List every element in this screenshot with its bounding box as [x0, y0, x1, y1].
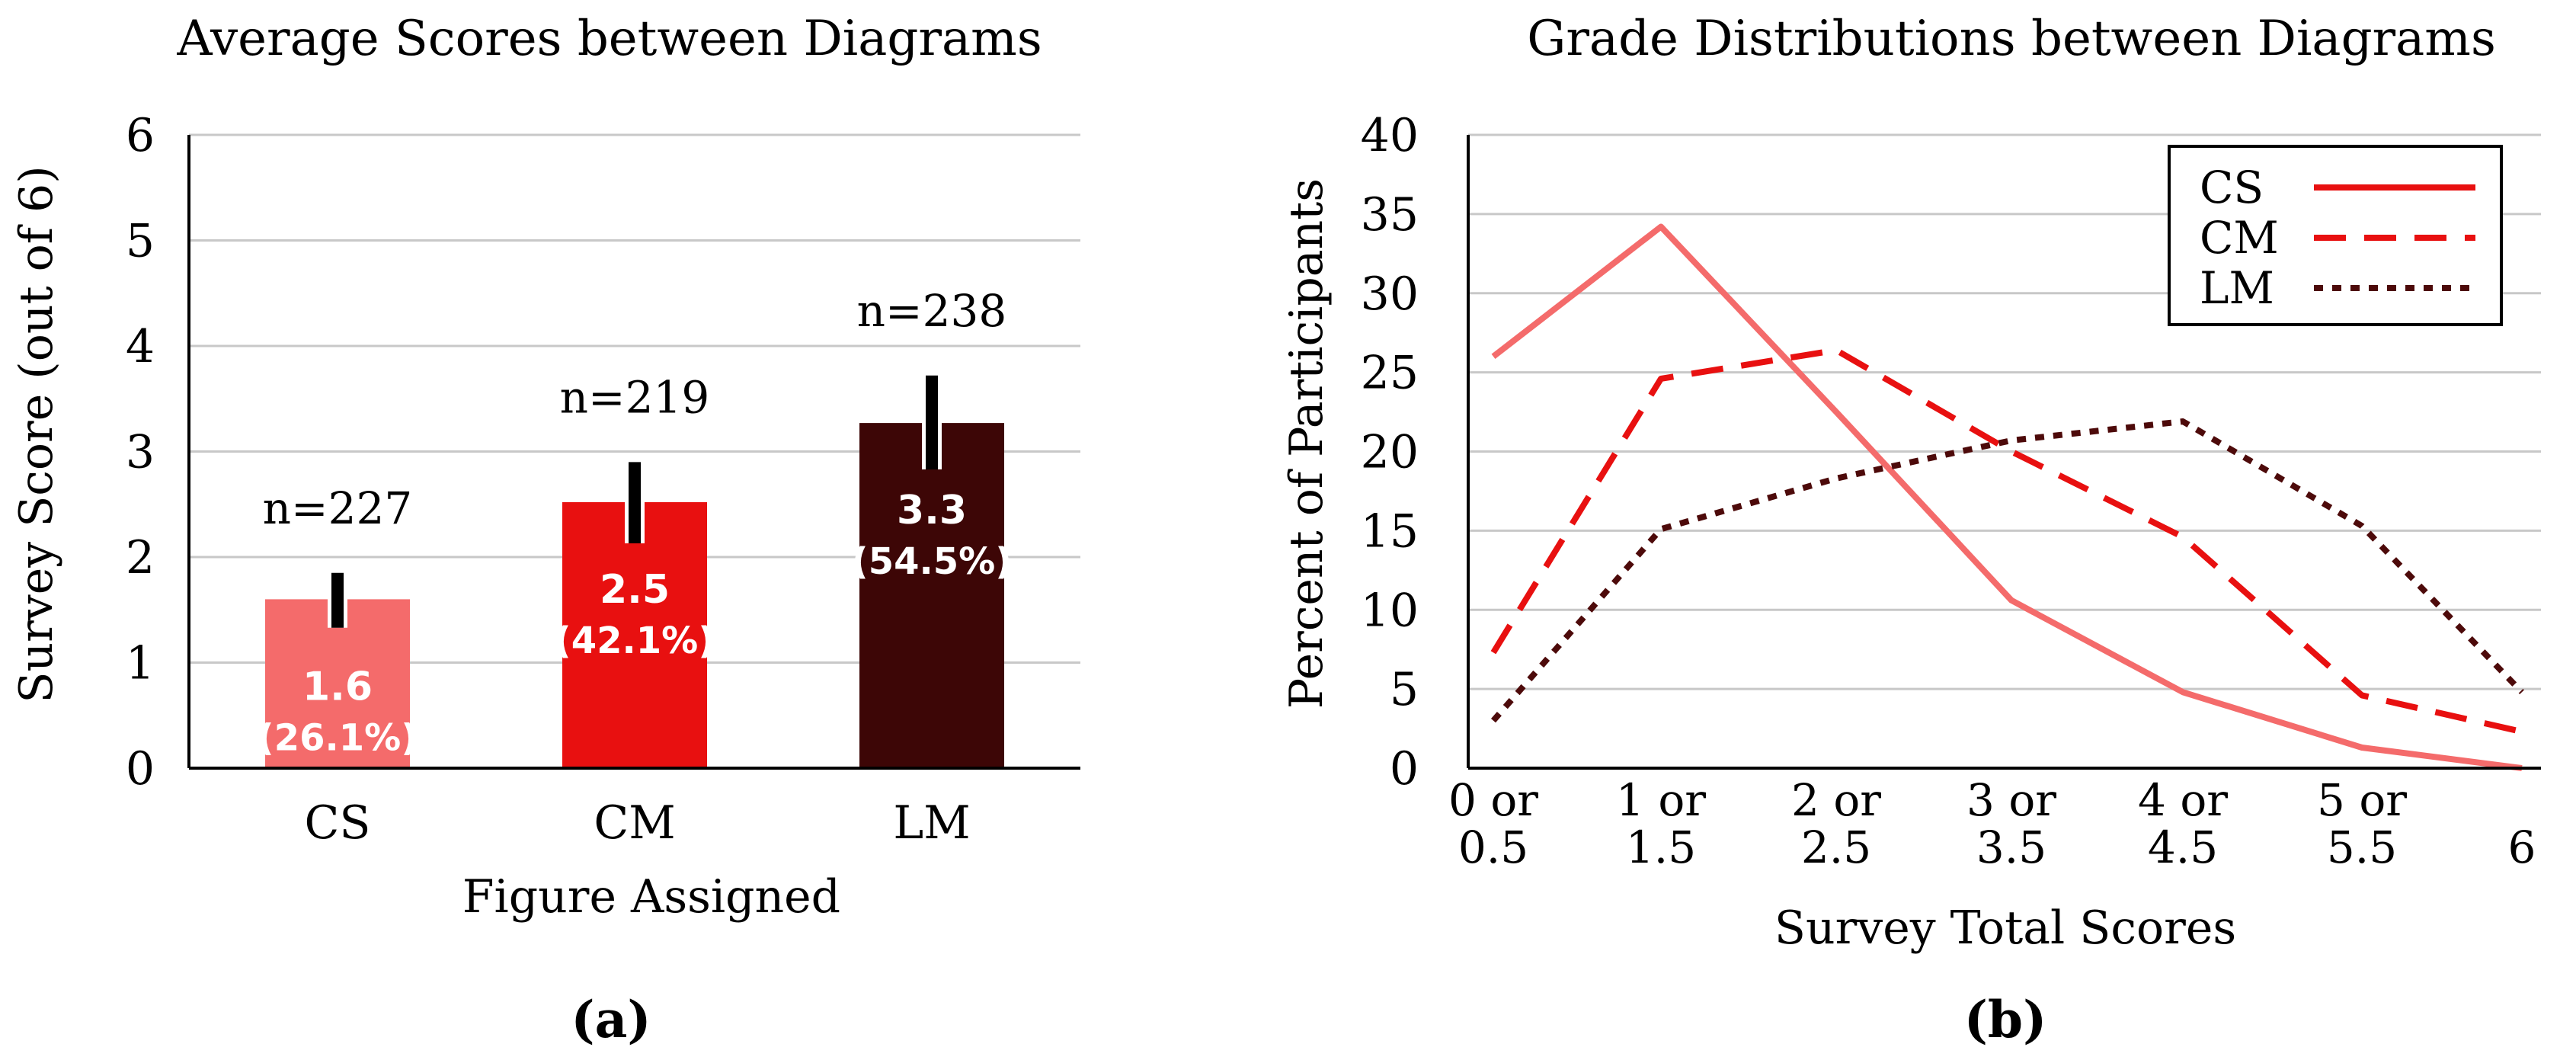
chart-b-x-axis-label: Survey Total Scores — [1774, 901, 2236, 955]
chart-a-y-tick-label: 6 — [126, 109, 155, 162]
chart-b-series-cm — [1490, 347, 2523, 735]
chart-a-x-tick-label: LM — [893, 796, 970, 850]
chart-a-y-tick-label: 1 — [126, 637, 155, 690]
chart-a-y-axis-label: Survey Score (out of 6) — [10, 165, 63, 703]
chart-a-value-label: 2.5 — [600, 567, 670, 613]
chart-b-y-tick-label: 30 — [1361, 267, 1419, 321]
chart-b-panel-tag: (b) — [1964, 990, 2047, 1049]
chart-b-x-tick-label: 0.5 — [1458, 821, 1528, 873]
chart-b-y-tick-label: 40 — [1361, 109, 1419, 162]
chart-a-y-tick-label: 4 — [126, 320, 155, 373]
chart-b-title: Grade Distributions between Diagrams — [1527, 11, 2496, 67]
chart-a-bar-cm — [562, 501, 707, 768]
chart-b-legend-label: CS — [2200, 162, 2264, 213]
chart-a-value-label: 1.6 — [302, 664, 373, 709]
chart-b-y-axis-label: Percent of Participants — [1280, 178, 1333, 709]
chart-a-n-label: n=219 — [560, 371, 710, 423]
chart-b-x-tick-label: 1 or — [1616, 774, 1706, 826]
chart-a-title: Average Scores between Diagrams — [176, 11, 1042, 67]
chart-a-x-tick-label: CS — [304, 796, 370, 850]
chart-b-x-tick-label: 3.5 — [1976, 821, 2046, 873]
chart-b-series-lm — [1490, 418, 2524, 723]
chart-b-x-tick-label: 6 — [2508, 821, 2536, 873]
chart-b-y-tick-label: 0 — [1390, 742, 1419, 796]
chart-a-value-label: 3.3 — [897, 488, 967, 533]
chart-a-x-tick-label: CM — [594, 796, 675, 850]
chart-b-x-tick-label: 2 or — [1791, 774, 1881, 826]
chart-b-axes: 0 5 10 15 20 25 30 35 40 0 or0.5 1 or1.5 2 or2.5 3 o… — [1361, 109, 2541, 873]
chart-a-n-label: n=227 — [263, 482, 413, 534]
chart-a-percent-label: (54.5%) — [852, 540, 1012, 583]
chart-a-percent-label: (42.1%) — [555, 620, 715, 662]
chart-b-x-tick-label: 5.5 — [2327, 821, 2397, 873]
chart-a-bars: 1.6 (26.1%) n=227 2.5 (42.1%) n=219 3.3 (54.5%)… — [258, 285, 1012, 768]
chart-a-y-tick-label: 5 — [126, 215, 155, 268]
chart-b-x-tick-label: 0 or — [1448, 774, 1538, 826]
chart-a-panel-tag: (a) — [571, 990, 651, 1049]
chart-b-legend-label: CM — [2200, 212, 2279, 264]
chart-a-axes: 0 1 2 3 4 5 6 CS CM LM — [126, 109, 1080, 850]
chart-a-y-tick-label: 0 — [126, 742, 155, 796]
chart-a-bar-lm — [859, 423, 1004, 768]
chart-a-y-tick-label: 2 — [126, 531, 155, 584]
chart-b-x-tick-label: 2.5 — [1801, 821, 1871, 873]
chart-b-x-tick-label: 4 or — [2138, 774, 2228, 826]
chart-b-y-tick-label: 20 — [1361, 426, 1419, 479]
chart-a-y-tick-label: 3 — [126, 426, 155, 479]
chart-a-x-axis-label: Figure Assigned — [462, 870, 840, 924]
chart-b-x-tick-label: 4.5 — [2148, 821, 2218, 873]
chart-b-y-tick-label: 25 — [1361, 347, 1419, 400]
chart-b-lines — [1490, 223, 2524, 771]
chart-b-y-tick-label: 15 — [1361, 504, 1419, 558]
chart-a-n-label: n=238 — [857, 285, 1007, 337]
chart-a-percent-label: (26.1%) — [258, 716, 418, 759]
chart-b-y-tick-label: 10 — [1361, 584, 1419, 637]
chart-b-y-tick-label: 35 — [1361, 188, 1419, 242]
chart-b-x-tick-label: 3 or — [1966, 774, 2056, 826]
chart-b-series-cs — [1491, 223, 2523, 771]
chart-b-y-tick-label: 5 — [1390, 663, 1419, 716]
chart-b-x-tick-label: 5 or — [2317, 774, 2407, 826]
chart-b-legend-label: LM — [2200, 262, 2274, 314]
chart-b-x-tick-label: 1.5 — [1626, 821, 1696, 873]
